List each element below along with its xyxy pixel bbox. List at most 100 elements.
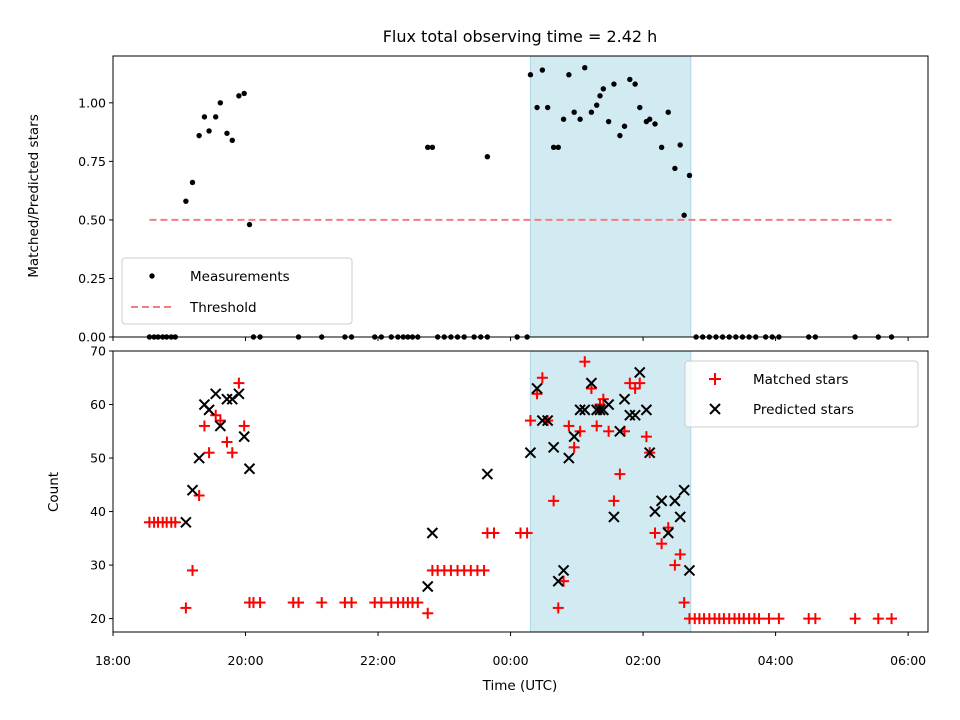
predicted-star-point: [574, 404, 586, 416]
measurement-point: [527, 72, 534, 78]
bottom-y-tick-label: 60: [90, 397, 106, 412]
measurement-point: [236, 93, 242, 99]
matched-star-point: [753, 613, 765, 625]
x-tick-label: 02:00: [625, 653, 661, 668]
matched-star-point: [649, 527, 661, 539]
measurement-point: [665, 109, 671, 115]
top-plot-area: [146, 65, 895, 340]
bottom-legend-box: [684, 360, 919, 428]
matched-star-point: [180, 602, 192, 614]
x-tick-label: 06:00: [890, 653, 926, 668]
predicted-star-point: [640, 404, 653, 416]
bottom-legend: Matched stars Predicted stars: [684, 360, 919, 428]
predicted-star-point: [243, 463, 256, 475]
matched-star-point: [521, 527, 533, 539]
legend-predicted-label: Predicted stars: [753, 402, 854, 418]
top-y-tick-label: 0.25: [78, 271, 106, 286]
measurement-point: [534, 104, 540, 111]
legend-matched-marker: [709, 373, 721, 385]
measurement-point: [611, 81, 617, 87]
predicted-star-point: [557, 564, 570, 577]
matched-star-point: [221, 436, 233, 448]
predicted-star-point: [602, 398, 615, 411]
measurement-point: [672, 165, 678, 172]
top-y-axis-label: Matched/Predicted stars: [26, 114, 42, 277]
measurement-point: [560, 116, 567, 122]
matched-star-point: [548, 495, 560, 507]
bottom-y-tick-label: 40: [90, 504, 106, 519]
predicted-star-point: [524, 446, 537, 459]
legend-measurements-label: Measurements: [190, 269, 290, 285]
matched-star-point: [478, 564, 490, 576]
matched-star-point: [763, 613, 775, 625]
predicted-star-point: [203, 404, 215, 416]
predicted-star-point: [644, 446, 656, 459]
bottom-y-axis: 20 30 40 50 60 70: [90, 344, 113, 626]
x-tick-label: 18:00: [95, 653, 131, 668]
matched-star-point: [488, 527, 500, 539]
predicted-star-point: [579, 404, 591, 416]
predicted-star-point: [629, 409, 641, 421]
matched-star-point: [585, 382, 597, 394]
matched-star-point: [568, 441, 580, 453]
top-y-tick-label: 0.75: [78, 154, 106, 169]
bottom-y-tick-label: 50: [90, 451, 106, 466]
measurement-point: [582, 65, 588, 71]
matched-star-point: [536, 372, 548, 384]
measurement-point: [621, 123, 628, 129]
measurement-point: [577, 116, 583, 122]
matched-star-point: [563, 420, 575, 432]
top-y-axis: 0.00 0.25 0.50 0.75 1.00: [78, 95, 113, 345]
top-highlight-span: [529, 55, 692, 338]
x-tick-label: 20:00: [228, 653, 264, 668]
measurement-point: [246, 221, 253, 228]
measurement-point: [588, 109, 595, 115]
predicted-star-point: [547, 441, 560, 454]
measurement-point: [425, 144, 431, 151]
measurement-point: [652, 121, 658, 127]
bottom-highlight-span: [529, 350, 692, 633]
matched-star-point: [203, 447, 215, 459]
matched-star-point: [254, 597, 266, 609]
predicted-star-point: [655, 495, 668, 507]
matched-star-point: [640, 431, 652, 443]
matched-star-point: [597, 393, 609, 405]
measurement-point: [550, 144, 557, 151]
predicted-star-point: [662, 527, 674, 539]
measurement-point: [539, 67, 546, 73]
measurement-point: [566, 72, 572, 78]
top-y-tick-label: 0.50: [78, 212, 106, 227]
matched-star-point: [603, 425, 615, 437]
matched-star-point: [614, 468, 626, 480]
measurement-point: [617, 132, 623, 139]
predicted-star-point: [180, 516, 192, 528]
predicted-star-point: [618, 393, 631, 405]
bottom-axes-frame: [112, 350, 929, 633]
matched-star-point: [558, 575, 570, 587]
matched-star-point: [524, 415, 536, 427]
predicted-star-point: [209, 388, 222, 400]
matched-star-point: [574, 425, 586, 437]
matched-star-point: [187, 564, 199, 576]
matched-star-point: [674, 548, 686, 560]
predicted-star-point: [552, 575, 564, 587]
predicted-star-point: [608, 511, 620, 523]
predicted-star-point: [481, 468, 494, 480]
matched-star-point: [316, 597, 328, 609]
x-tick-label: 22:00: [360, 653, 396, 668]
legend-predicted-marker: [709, 403, 721, 415]
matched-star-point: [375, 597, 387, 609]
matched-star-point: [624, 377, 636, 389]
predicted-star-point: [634, 366, 646, 379]
legend-matched-label: Matched stars: [753, 372, 849, 388]
matched-star-point: [773, 613, 785, 625]
measurement-point: [658, 144, 665, 151]
matched-star-point: [238, 420, 250, 432]
measurement-point: [686, 172, 693, 179]
predicted-star-point: [186, 484, 199, 496]
measurement-point: [681, 212, 687, 218]
x-axis-label: Time (UTC): [482, 678, 558, 694]
matched-star-point: [678, 597, 690, 609]
top-panel: 0.00 0.25 0.50 0.75 1.00 Matched/Predicted s…: [26, 55, 929, 345]
